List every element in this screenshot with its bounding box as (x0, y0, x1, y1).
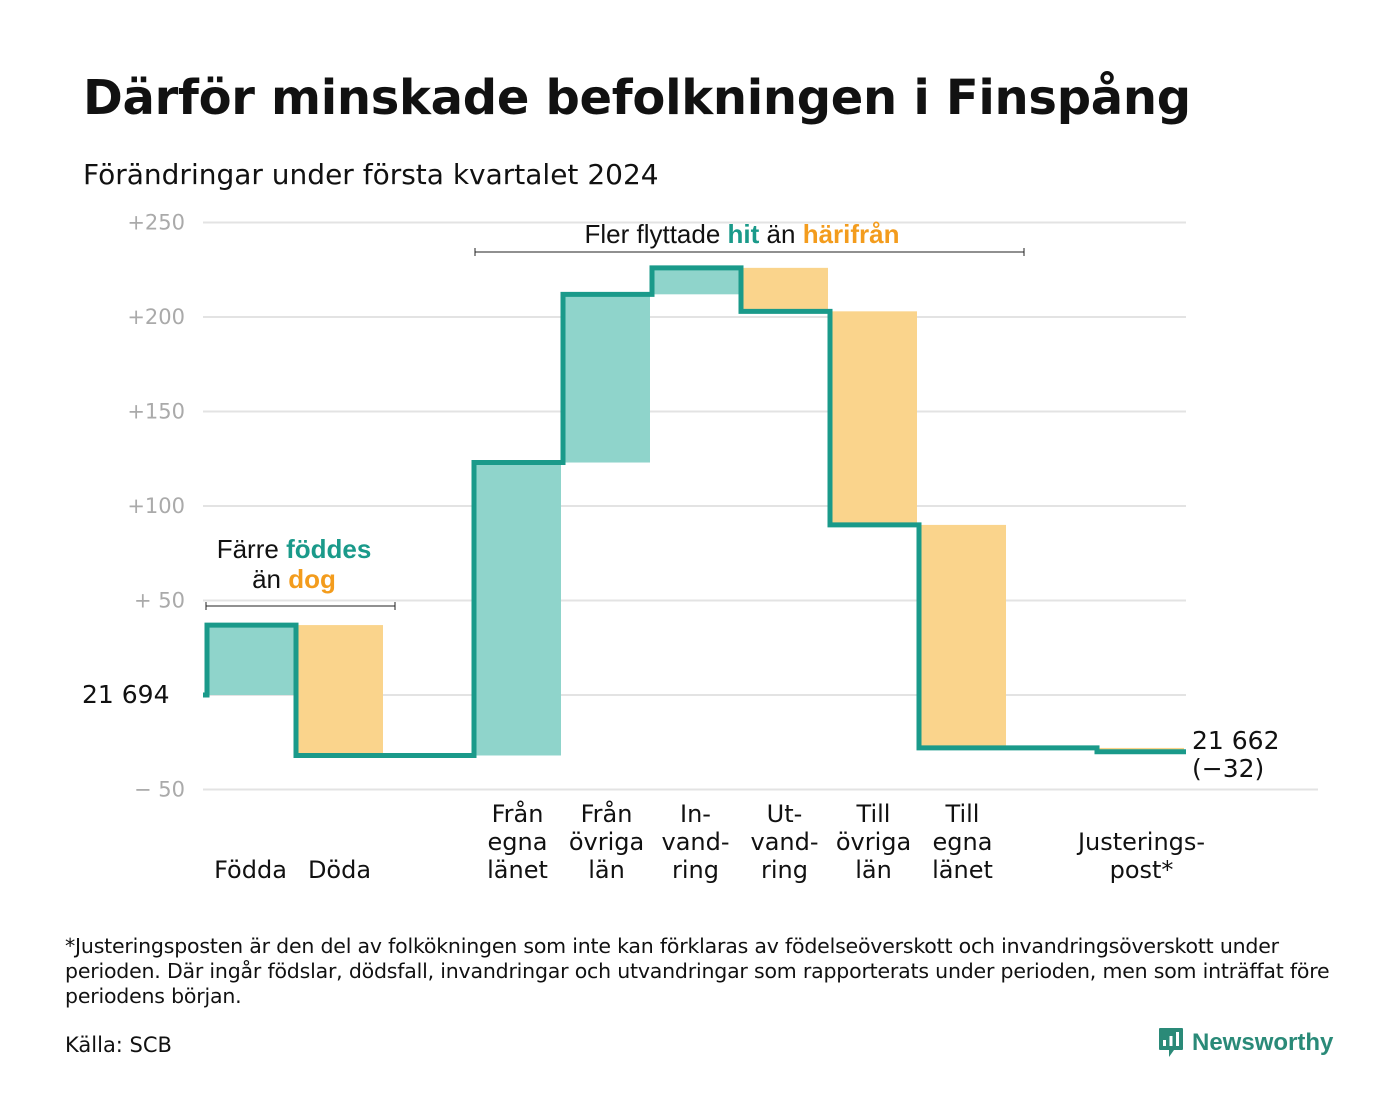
y-tick-label: − 50 (134, 778, 185, 802)
x-category-label: In-vand-ring (661, 800, 729, 884)
x-category-label-line: Justerings- (1076, 828, 1205, 856)
start-value-label: 21 694 (82, 680, 169, 709)
x-category-label: Ut-vand-ring (750, 800, 818, 884)
x-category-label-line: länet (932, 856, 993, 884)
x-category-label-line: Från (581, 799, 633, 828)
end-value-label: (−32) (1192, 754, 1264, 783)
x-category-label-line: vand- (661, 828, 729, 856)
waterfall-chart: +250+200+150+100+ 50− 50 Födda DödaFråneg… (82, 211, 1318, 884)
y-tick-label: +100 (127, 494, 185, 518)
bar (207, 625, 294, 695)
y-tick-label: +200 (127, 305, 185, 329)
x-category-label-line: Ut- (767, 800, 803, 828)
x-category-label-line: post* (1110, 856, 1174, 884)
births-annotation-line1: Färre föddes (217, 534, 372, 564)
x-category-label-line: egna (933, 828, 993, 856)
source-label: Källa: SCB (65, 1033, 172, 1057)
newsworthy-logo-icon (1159, 1028, 1183, 1057)
births-annotation: Färre föddes än dog (205, 534, 396, 610)
chart-title: Därför minskade befolkningen i Finspång (83, 70, 1191, 126)
x-category-label-line: In- (680, 800, 711, 828)
bar (919, 524, 1006, 748)
x-category-label-line: Till (945, 800, 980, 828)
migration-bracket (474, 248, 1025, 256)
x-category-label-line: Från (492, 799, 544, 828)
endpoint-labels: 21 694 21 662(−32) (82, 680, 1279, 783)
bars (207, 267, 1184, 756)
x-category-label: Födda (214, 856, 287, 884)
y-tick-label: + 50 (134, 589, 185, 613)
bar (741, 267, 828, 312)
bar (296, 625, 383, 756)
x-category-label-line: egna (488, 828, 548, 856)
newsworthy-logo-text: Newsworthy (1192, 1029, 1334, 1056)
births-annotation-line2: än dog (252, 564, 336, 594)
x-category-label-line: ring (761, 856, 808, 884)
bar (652, 267, 739, 295)
x-category-label: Justerings-post* (1076, 828, 1205, 884)
x-category-label-line: övriga (569, 828, 644, 856)
x-category-label-line: övriga (836, 828, 911, 856)
bar (563, 294, 650, 463)
bar (830, 311, 917, 525)
y-axis-ticks: +250 +200 +150 +100 + 50 − 50 (127, 211, 185, 802)
x-category-label-line: Till (856, 800, 891, 828)
migration-annotation: Fler flyttade hit än härifrån (474, 219, 1025, 256)
bar (474, 462, 561, 756)
x-category-label-line: länet (487, 856, 548, 884)
step-line (203, 265, 1186, 758)
births-bracket (205, 602, 396, 610)
x-category-label-line: vand- (750, 828, 818, 856)
y-tick-label: +150 (127, 400, 185, 424)
x-category-label-line: ring (672, 856, 719, 884)
x-category-label-line: län (588, 856, 625, 884)
migration-annotation-text: Fler flyttade hit än härifrån (584, 219, 899, 249)
running-total-line (203, 265, 1186, 758)
footnote: *Justeringsposten är den del av folkökni… (65, 934, 1330, 1008)
newsworthy-logo: Newsworthy (1158, 1026, 1333, 1060)
chart-subtitle: Förändringar under första kvartalet 2024 (83, 158, 659, 191)
x-category-label-line: Födda (214, 856, 287, 884)
x-category-label: Döda (308, 856, 371, 884)
y-tick-label: +250 (127, 211, 185, 235)
x-category-label-line: län (855, 856, 892, 884)
x-axis-categories: Födda DödaFrånegnalänetFrånövrigalänIn-va… (214, 799, 1205, 884)
x-category-label-line: Döda (308, 856, 371, 884)
end-value-label: 21 662 (1192, 726, 1279, 755)
